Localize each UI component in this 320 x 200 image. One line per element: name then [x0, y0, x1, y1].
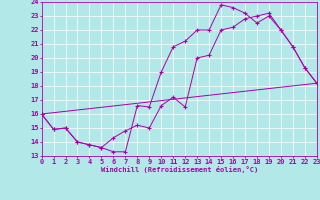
X-axis label: Windchill (Refroidissement éolien,°C): Windchill (Refroidissement éolien,°C) [100, 166, 258, 173]
